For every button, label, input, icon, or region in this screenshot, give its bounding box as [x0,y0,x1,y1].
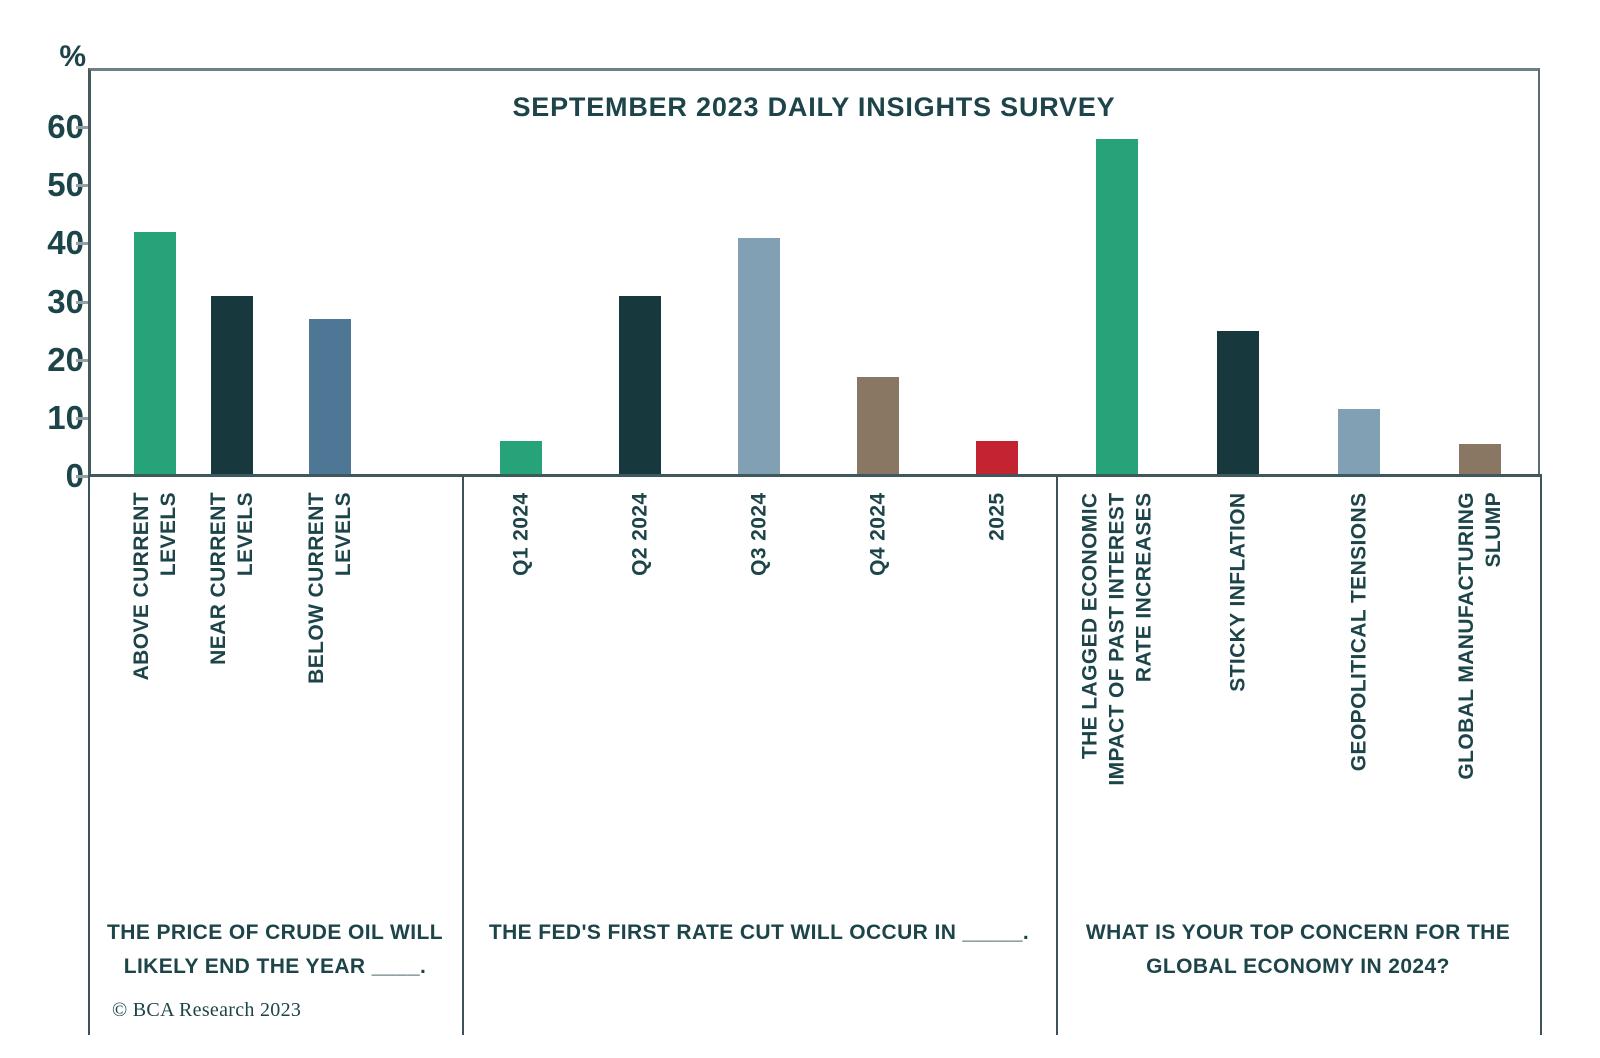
bar-2025 [976,441,1018,476]
y-tick-mark-50 [76,184,88,188]
left-border-line [88,476,90,1035]
bar-q2-2024 [619,296,661,476]
x-label-q4-2024: Q4 2024 [865,493,892,913]
x-label-q3-2024: Q3 2024 [746,493,773,913]
panel-question-1: THE PRICE OF CRUDE OIL WILL LIKELY END TH… [96,916,454,984]
x-label-q1-2024: Q1 2024 [508,493,535,913]
x-label-the-lagged-economic-impact-of-past-interest-rate-increases: THE LAGGED ECONOMIC IMPACT OF PAST INTERE… [1077,493,1158,913]
x-label-above-current-levels: ABOVE CURRENT LEVELS [128,492,182,912]
question-line: WHAT IS YOUR TOP CONCERN FOR THE [1085,921,1511,944]
x-axis-line [88,474,1542,477]
y-tick-mark-30 [76,300,88,304]
x-label-line: NEAR CURRENT [207,492,230,665]
bar-sticky-inflation [1217,331,1259,476]
x-label-line: SLUMP [1482,492,1505,568]
x-label-2025: 2025 [984,493,1011,913]
x-label-line: GEOPOLITICAL TENSIONS [1347,492,1371,772]
right-border-line [1540,476,1542,1035]
y-tick-mark-60 [76,126,88,129]
y-tick-label-0: 0 [65,457,84,494]
x-label-line: 2025 [985,492,1009,541]
x-label-line: RATE INCREASES [1132,492,1156,683]
bar-q1-2024 [500,441,542,476]
x-label-line: LEVELS [157,492,180,577]
panel-question-3: WHAT IS YOUR TOP CONCERN FOR THE GLOBAL E… [1064,916,1532,984]
question-line: THE FED'S FIRST RATE CUT WILL OCCUR IN _… [488,921,1030,944]
bar-near-current-levels [211,296,253,476]
y-tick-mark-40 [76,242,88,246]
question-line: LIKELY END THE YEAR ____. [123,955,427,978]
x-label-line: Q2 2024 [628,492,652,576]
bar-below-current-levels [309,319,351,476]
x-label-sticky-inflation: STICKY INFLATION [1225,493,1252,913]
panel-divider-2 [1056,476,1058,1035]
x-label-line: ABOVE CURRENT [130,492,153,681]
chart-title: SEPTEMBER 2023 DAILY INSIGHTS SURVEY [512,92,1116,122]
panel-question-2: THE FED'S FIRST RATE CUT WILL OCCUR IN _… [470,916,1048,950]
y-axis-unit-label: % [59,40,86,73]
bar-above-current-levels [134,232,176,476]
bar-the-lagged-economic-impact-of-past-interest-rate-increases [1096,139,1138,476]
y-tick-mark-10 [76,416,88,420]
x-label-line: Q4 2024 [866,492,890,576]
copyright-notice: © BCA Research 2023 [112,999,302,1021]
x-label-below-current-levels: BELOW CURRENT LEVELS [303,492,357,912]
x-label-line: GLOBAL MANUFACTURING [1455,492,1478,780]
bar-global-manufacturing-slump [1459,444,1501,476]
x-label-line: Q1 2024 [509,492,533,576]
question-line: GLOBAL ECONOMY IN 2024? [1146,955,1450,978]
x-label-line: LEVELS [332,492,355,577]
x-label-line: STICKY INFLATION [1226,492,1250,692]
y-tick-mark-0 [76,475,88,478]
bar-q4-2024 [857,377,899,476]
x-label-line: BELOW CURRENT [305,492,328,684]
x-label-line: Q3 2024 [747,492,771,576]
bar-q3-2024 [738,238,780,476]
x-label-geopolitical-tensions: GEOPOLITICAL TENSIONS [1346,493,1373,913]
panel-divider-1 [462,476,464,1035]
question-line: THE PRICE OF CRUDE OIL WILL [107,921,443,944]
x-label-line: THE LAGGED ECONOMIC [1078,492,1102,760]
y-tick-mark-20 [76,358,88,362]
bar-geopolitical-tensions [1338,409,1380,476]
x-label-q2-2024: Q2 2024 [627,493,654,913]
x-label-line: LEVELS [234,492,257,577]
x-label-line: IMPACT OF PAST INTEREST [1105,492,1129,786]
plot-area [88,68,1540,476]
x-label-near-current-levels: NEAR CURRENT LEVELS [205,492,259,912]
x-label-global-manufacturing-slump: GLOBAL MANUFACTURING SLUMP [1453,492,1507,912]
